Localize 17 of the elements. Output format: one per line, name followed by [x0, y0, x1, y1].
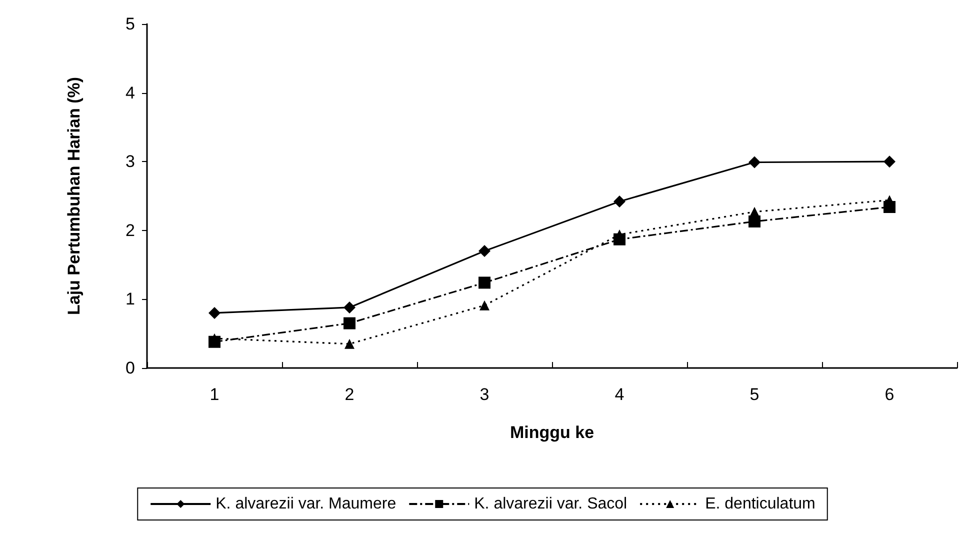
y-tick-label: 5 [126, 14, 135, 34]
x-tick-label: 4 [614, 385, 624, 404]
y-tick-label: 3 [126, 152, 135, 172]
legend-label: K. alvarezii var. Maumere [216, 496, 396, 512]
x-tick-label: 1 [210, 385, 220, 404]
y-tick-label: 2 [126, 220, 135, 240]
y-tick-label: 4 [126, 83, 135, 102]
y-axis-title: Laju Pertumbuhan Harian (%) [64, 76, 84, 316]
legend-label: K. alvarezii var. Sacol [474, 496, 628, 512]
x-tick-label: 5 [750, 385, 760, 404]
x-tick-label: 6 [884, 385, 894, 404]
x-tick-label: 3 [480, 385, 490, 404]
x-axis-title: Minggu ke [510, 423, 594, 442]
y-tick-label: 1 [126, 290, 135, 309]
x-tick-label: 2 [344, 385, 354, 404]
legend-label: E. denticulatum [705, 496, 816, 512]
y-tick-label: 0 [126, 358, 135, 378]
